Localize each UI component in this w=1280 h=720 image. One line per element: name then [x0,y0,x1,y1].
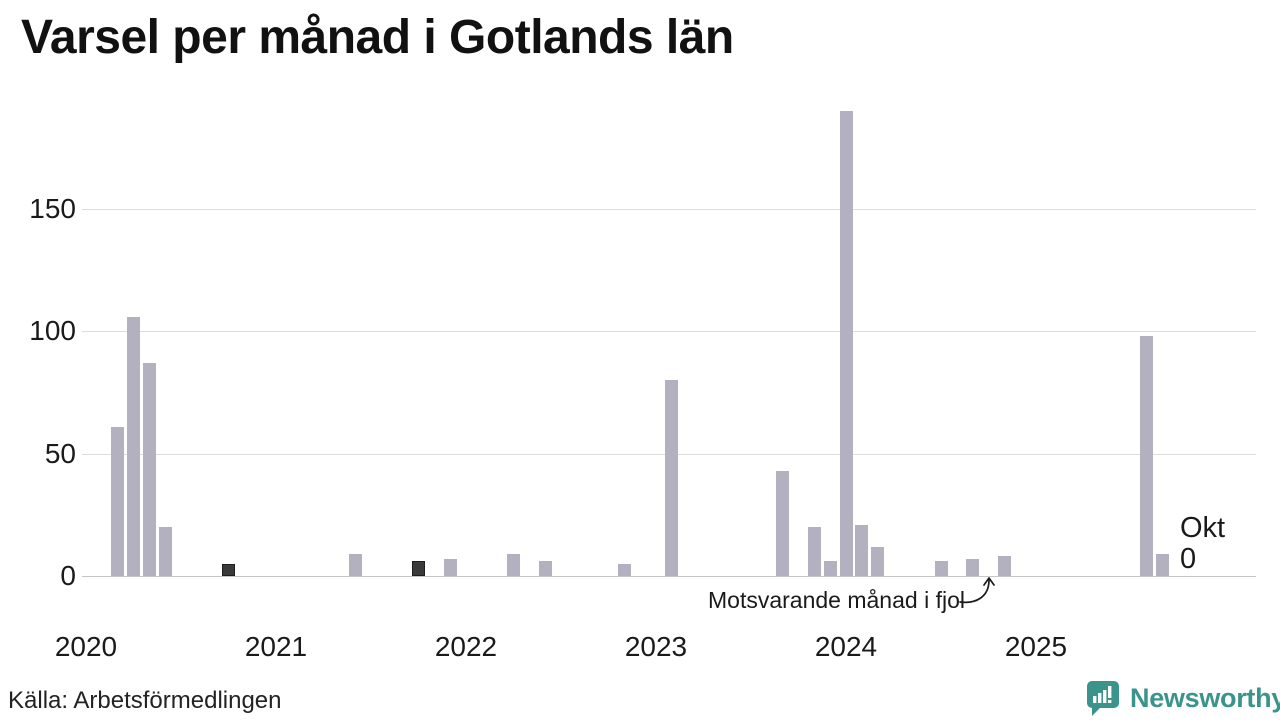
bar-2023-02 [665,380,678,576]
bar-2022-11 [618,564,631,576]
bar-2024-01 [840,111,853,576]
bar-2021-12 [444,559,457,576]
x-axis-tick-2025: 2025 [1004,631,1068,662]
gridline-150 [82,209,1256,210]
x-axis-tick-2020: 2020 [54,631,118,662]
bar-2022-06 [539,561,552,576]
bar-2020-05 [143,363,156,576]
x-axis-tick-2024: 2024 [814,631,878,662]
bar-2021-10 [412,561,425,576]
bar-2020-06 [159,527,172,576]
x-axis-tick-2021: 2021 [244,631,308,662]
bar-2023-09 [776,471,789,576]
bar-2025-08 [1140,336,1153,576]
newsworthy-icon [1087,681,1119,716]
y-axis-tick-50: 50 [44,438,76,469]
x-axis-tick-2023: 2023 [624,631,688,662]
current-month-label: Okt 0 [1180,513,1225,575]
x-axis-tick-2022: 2022 [434,631,498,662]
current-month-value: 0 [1180,543,1197,575]
bar-2020-10 [222,564,235,576]
annotation-label: Motsvarande månad i fjol [708,587,965,613]
brand-logo: Newsworthy [1086,680,1280,717]
bar-2024-09 [966,559,979,576]
brand-name: Newsworthy [1130,683,1280,713]
bar-2024-03 [871,547,884,576]
y-axis-tick-100: 100 [29,315,76,346]
bar-2024-11 [998,556,1011,576]
bar-2020-04 [127,317,140,576]
bar-2022-04 [507,554,520,576]
bar-2023-11 [808,527,821,576]
bar-2023-12 [824,561,837,576]
y-axis-tick-0: 0 [60,560,76,591]
current-month-name: Okt [1180,512,1226,544]
gridline-100 [82,331,1256,332]
bar-2024-02 [855,525,868,576]
bar-2024-07 [935,561,948,576]
y-axis-tick-150: 150 [29,193,76,224]
bar-2025-09 [1156,554,1169,576]
chart-title: Varsel per månad i Gotlands län [21,11,734,64]
annotation-arrow-icon [959,577,995,604]
bar-2020-03 [111,427,124,576]
bar-2021-06 [349,554,362,576]
gridline-0 [82,576,1256,577]
source-caption: Källa: Arbetsförmedlingen [8,687,282,714]
